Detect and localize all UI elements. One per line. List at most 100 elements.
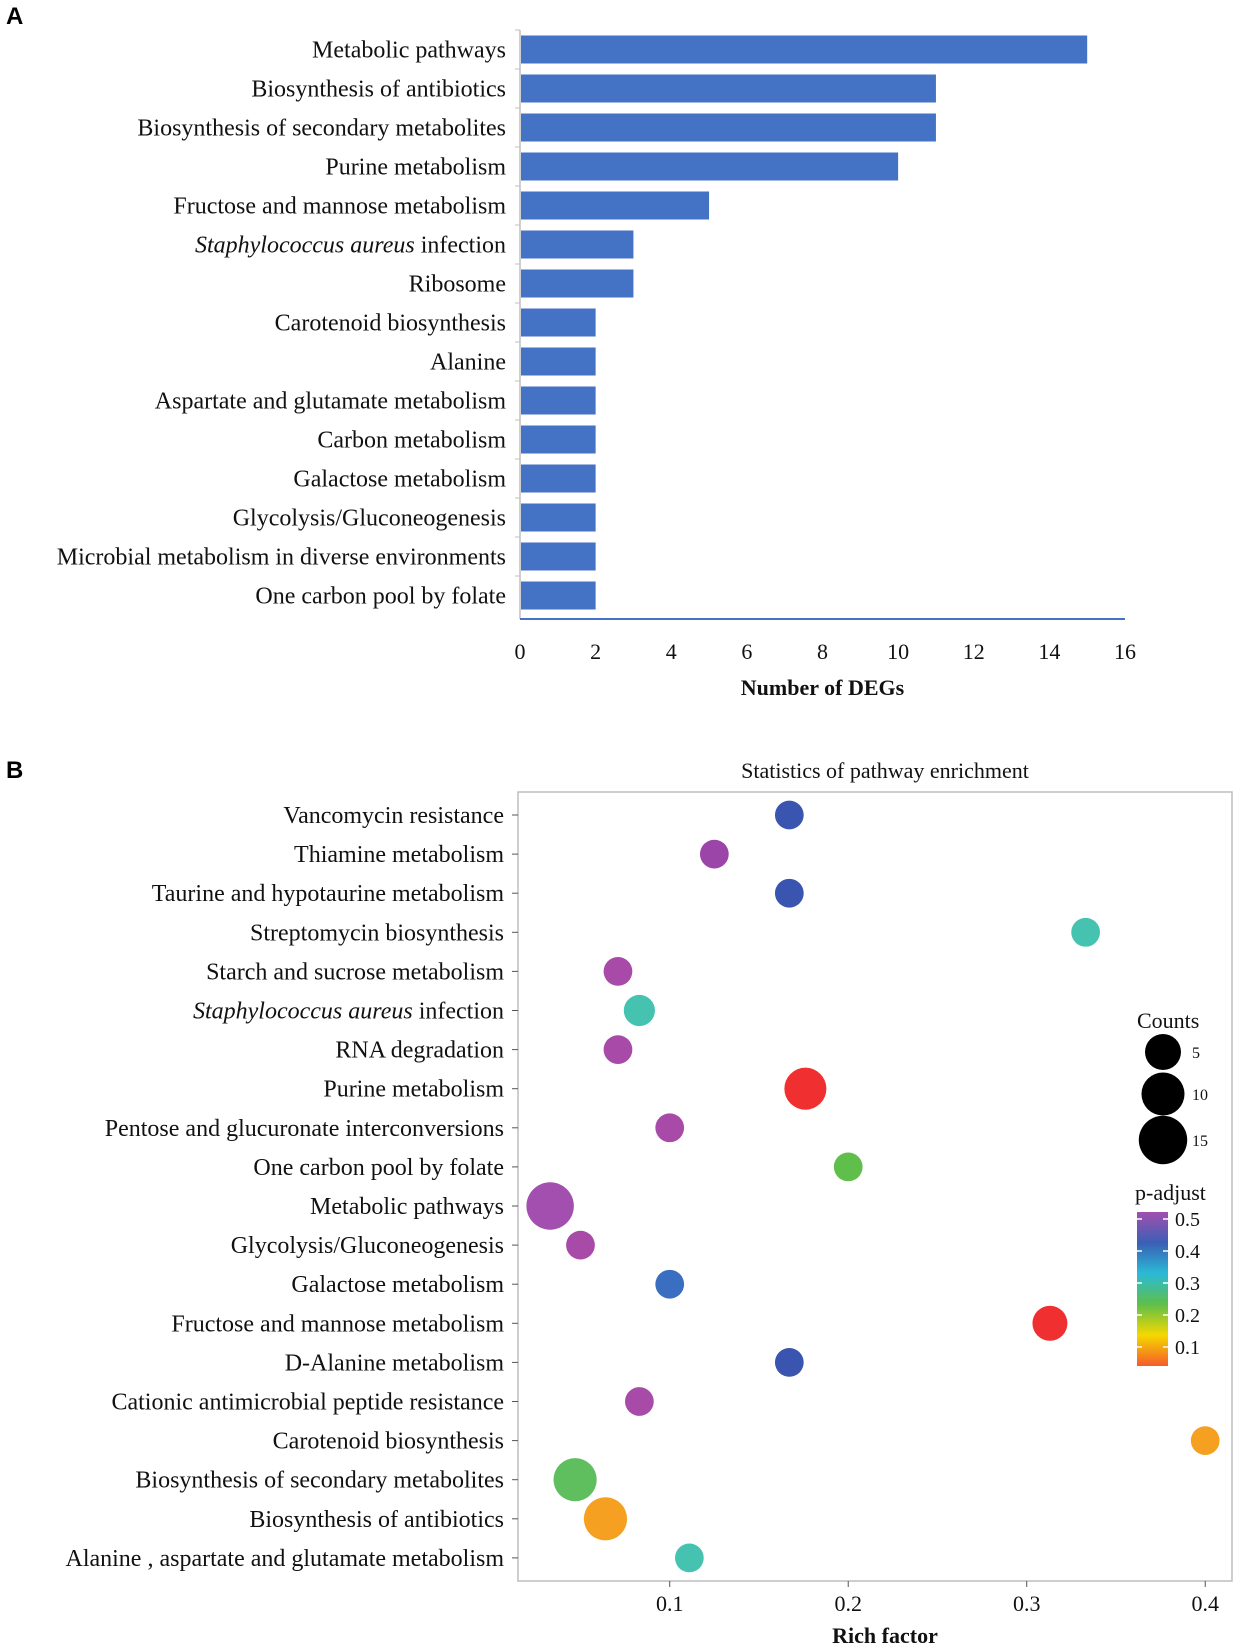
x-tick-label: 14 xyxy=(1038,639,1060,664)
panel-b-label: B xyxy=(6,757,23,784)
x-tick-label: 6 xyxy=(741,639,752,664)
bubble xyxy=(833,1152,863,1182)
y-tick-label: Carotenoid biosynthesis xyxy=(275,311,506,337)
y-tick-label: Biosynthesis of antibiotics xyxy=(249,1507,504,1533)
bubble xyxy=(625,1387,654,1416)
size-legend-label: 15 xyxy=(1192,1133,1208,1150)
y-tick-label: One carbon pool by folate xyxy=(255,584,506,610)
color-legend-bar xyxy=(1137,1212,1168,1366)
y-tick-label: D-Alanine metabolism xyxy=(285,1350,505,1376)
bubble xyxy=(774,1348,804,1377)
size-legend-dot xyxy=(1145,1034,1181,1070)
y-tick-label: Streptomycin biosynthesis xyxy=(250,920,504,946)
size-legend-dot xyxy=(1138,1115,1188,1165)
bar xyxy=(521,74,936,103)
y-tick-label: Staphylococcus aureus infection xyxy=(195,233,506,259)
y-tick-label: Ribosome xyxy=(409,272,506,298)
y-tick-label: Carbon metabolism xyxy=(317,428,506,454)
bubble xyxy=(674,1543,704,1573)
y-tick-label: Galactose metabolism xyxy=(293,467,506,493)
x-tick-label: 0.1 xyxy=(656,1591,684,1616)
x-tick-label: 10 xyxy=(887,639,909,664)
color-legend-label: 0.3 xyxy=(1175,1273,1200,1295)
size-legend-title: Counts xyxy=(1137,1008,1199,1033)
bar xyxy=(521,152,899,181)
y-tick-label: Fructose and mannose metabolism xyxy=(173,194,506,220)
bubble xyxy=(699,839,729,869)
bar xyxy=(521,386,596,415)
bubble xyxy=(1190,1426,1220,1455)
plot-frame xyxy=(517,791,1233,1582)
bar xyxy=(521,230,634,259)
bubble xyxy=(603,1035,633,1064)
bar xyxy=(521,269,634,298)
y-tick-label: Alanine , aspartate and glutamate metabo… xyxy=(65,1546,504,1572)
bar xyxy=(521,308,596,337)
bar xyxy=(521,113,936,142)
y-tick-label: Galactose metabolism xyxy=(291,1272,504,1298)
y-tick-label: Metabolic pathways xyxy=(312,38,506,64)
color-legend-label: 0.4 xyxy=(1175,1241,1200,1263)
y-tick-label: Biosynthesis of antibiotics xyxy=(251,77,506,103)
x-tick-label: 4 xyxy=(666,639,677,664)
x-tick-label: 0.4 xyxy=(1191,1591,1219,1616)
y-tick-label: Taurine and hypotaurine metabolism xyxy=(152,881,505,907)
panel-a-label: A xyxy=(6,3,23,30)
bar xyxy=(521,464,596,493)
x-tick-label: 2 xyxy=(590,639,601,664)
dot-plot: Statistics of pathway enrichment Vancomyc… xyxy=(65,758,1233,1645)
bar xyxy=(521,347,596,376)
color-legend-title: p-adjust xyxy=(1135,1180,1206,1205)
bar xyxy=(521,503,596,532)
x-tick-label: 0.2 xyxy=(834,1591,862,1616)
bar xyxy=(521,191,710,220)
bubble xyxy=(774,878,804,908)
y-tick-label: Staphylococcus aureus infection xyxy=(193,999,504,1025)
bar xyxy=(521,542,596,571)
y-tick-label: Alanine xyxy=(430,350,506,376)
y-tick-label: Fructose and mannose metabolism xyxy=(171,1311,504,1337)
bubble xyxy=(1032,1305,1068,1341)
bubble xyxy=(655,1113,685,1143)
x-axis-title: Rich factor xyxy=(832,1623,938,1645)
size-legend-label: 5 xyxy=(1192,1045,1200,1062)
y-tick-label: Biosynthesis of secondary metabolites xyxy=(135,1468,504,1494)
bubble xyxy=(623,994,655,1027)
bubble xyxy=(603,957,633,986)
y-tick-label: Microbial metabolism in diverse environm… xyxy=(57,545,506,571)
size-legend-dot xyxy=(1141,1072,1185,1116)
y-tick-label: One carbon pool by folate xyxy=(253,1155,504,1181)
x-tick-label: 0 xyxy=(515,639,526,664)
y-tick-label: Glycolysis/Gluconeogenesis xyxy=(231,1233,504,1259)
y-tick-label: Purine metabolism xyxy=(325,155,506,181)
bubble xyxy=(774,800,804,830)
size-legend-label: 10 xyxy=(1192,1087,1208,1104)
y-tick-label: RNA degradation xyxy=(335,1038,504,1064)
bubble xyxy=(583,1497,628,1541)
bubble xyxy=(553,1458,597,1502)
y-tick-label: Glycolysis/Gluconeogenesis xyxy=(233,506,506,532)
x-tick-label: 0.3 xyxy=(1013,1591,1041,1616)
plot-title: Statistics of pathway enrichment xyxy=(741,758,1029,783)
color-legend-label: 0.1 xyxy=(1175,1337,1200,1359)
color-legend-label: 0.2 xyxy=(1175,1305,1200,1327)
bar xyxy=(521,581,596,610)
x-axis-title: Number of DEGs xyxy=(741,675,905,700)
y-tick-label: Vancomycin resistance xyxy=(283,803,504,829)
x-tick-label: 8 xyxy=(817,639,828,664)
color-legend-label: 0.5 xyxy=(1175,1209,1200,1231)
y-tick-label: Starch and sucrose metabolism xyxy=(206,959,504,985)
bar xyxy=(521,425,596,454)
bar-chart: Metabolic pathways Biosynthesis of antibi… xyxy=(57,29,1136,700)
bubble xyxy=(526,1182,574,1230)
bubble xyxy=(1071,917,1101,947)
x-tick-label: 16 xyxy=(1114,639,1136,664)
y-tick-label: Aspartate and glutamate metabolism xyxy=(155,389,507,415)
y-tick-label: Cationic antimicrobial peptide resistanc… xyxy=(111,1390,504,1416)
y-tick-label: Biosynthesis of secondary metabolites xyxy=(137,116,506,142)
x-tick-label: 12 xyxy=(963,639,985,664)
y-tick-label: Metabolic pathways xyxy=(310,1194,504,1220)
bar xyxy=(521,35,1088,64)
bubble xyxy=(655,1269,685,1299)
bubble xyxy=(566,1230,595,1260)
